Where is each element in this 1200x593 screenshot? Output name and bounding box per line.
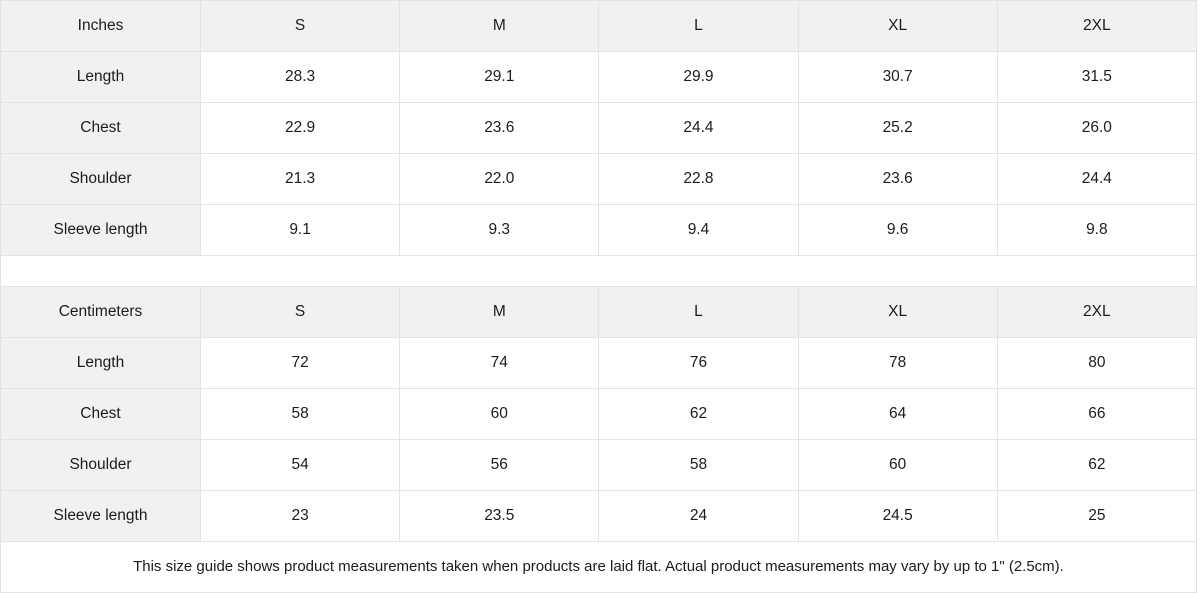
measurement-value: 60: [797, 439, 998, 491]
measurement-value: 23.5: [399, 490, 600, 542]
measurement-value: 22.8: [598, 153, 799, 205]
size-column-header-2xl: 2XL: [996, 286, 1197, 338]
measurement-value: 62: [996, 439, 1197, 491]
table-row: Chest 22.9 23.6 24.4 25.2 26.0: [0, 102, 1197, 154]
measurement-label: Chest: [0, 102, 201, 154]
measurement-value: 54: [199, 439, 401, 491]
measurement-value: 31.5: [996, 51, 1197, 103]
size-column-header-2xl: 2XL: [996, 0, 1197, 52]
measurement-value: 76: [598, 337, 799, 389]
table-row: Shoulder 54 56 58 60 62: [0, 439, 1197, 491]
size-column-header-l: L: [598, 286, 799, 338]
unit-label-header: Centimeters: [0, 286, 201, 338]
size-column-header-xl: XL: [797, 286, 998, 338]
measurement-label: Length: [0, 51, 201, 103]
size-column-header-m: M: [399, 0, 600, 52]
size-column-header-xl: XL: [797, 0, 998, 52]
measurement-label: Sleeve length: [0, 204, 201, 256]
measurement-value: 9.8: [996, 204, 1197, 256]
measurement-value: 30.7: [797, 51, 998, 103]
measurement-value: 23.6: [797, 153, 998, 205]
measurement-value: 62: [598, 388, 799, 440]
measurement-value: 9.6: [797, 204, 998, 256]
table-row: Sleeve length 23 23.5 24 24.5 25: [0, 490, 1197, 542]
measurement-value: 24.5: [797, 490, 998, 542]
measurement-value: 60: [399, 388, 600, 440]
measurement-value: 58: [199, 388, 401, 440]
measurement-value: 80: [996, 337, 1197, 389]
footnote-row: This size guide shows product measuremen…: [0, 541, 1197, 593]
measurement-label: Shoulder: [0, 439, 201, 491]
measurement-value: 22.0: [399, 153, 600, 205]
measurement-value: 9.4: [598, 204, 799, 256]
measurement-value: 22.9: [199, 102, 401, 154]
size-column-header-s: S: [199, 286, 401, 338]
measurement-value: 29.9: [598, 51, 799, 103]
table-header-row: Inches S M L XL 2XL: [0, 0, 1197, 52]
measurement-value: 24.4: [996, 153, 1197, 205]
measurement-value: 26.0: [996, 102, 1197, 154]
measurement-value: 66: [996, 388, 1197, 440]
size-column-header-m: M: [399, 286, 600, 338]
measurement-value: 29.1: [399, 51, 600, 103]
measurement-value: 25: [996, 490, 1197, 542]
table-row: Chest 58 60 62 64 66: [0, 388, 1197, 440]
measurement-value: 64: [797, 388, 998, 440]
measurement-value: 24.4: [598, 102, 799, 154]
table-header-row: Centimeters S M L XL 2XL: [0, 286, 1197, 338]
table-spacer-row: [0, 255, 1197, 287]
measurement-label: Shoulder: [0, 153, 201, 205]
size-column-header-s: S: [199, 0, 401, 52]
measurement-label: Length: [0, 337, 201, 389]
measurement-value: 78: [797, 337, 998, 389]
measurement-value: 25.2: [797, 102, 998, 154]
measurement-label: Sleeve length: [0, 490, 201, 542]
measurement-value: 24: [598, 490, 799, 542]
measurement-value: 58: [598, 439, 799, 491]
measurement-value: 72: [199, 337, 401, 389]
measurement-value: 56: [399, 439, 600, 491]
table-row: Shoulder 21.3 22.0 22.8 23.6 24.4: [0, 153, 1197, 205]
table-spacer-cell: [0, 255, 1197, 287]
measurement-value: 74: [399, 337, 600, 389]
table-row: Length 72 74 76 78 80: [0, 337, 1197, 389]
size-column-header-l: L: [598, 0, 799, 52]
measurement-value: 21.3: [199, 153, 401, 205]
size-guide-footnote: This size guide shows product measuremen…: [0, 541, 1197, 593]
table-row: Sleeve length 9.1 9.3 9.4 9.6 9.8: [0, 204, 1197, 256]
measurement-value: 9.3: [399, 204, 600, 256]
unit-label-header: Inches: [0, 0, 201, 52]
measurement-label: Chest: [0, 388, 201, 440]
measurement-value: 23: [199, 490, 401, 542]
measurement-value: 9.1: [199, 204, 401, 256]
measurement-value: 28.3: [199, 51, 401, 103]
table-row: Length 28.3 29.1 29.9 30.7 31.5: [0, 51, 1197, 103]
measurement-value: 23.6: [399, 102, 600, 154]
